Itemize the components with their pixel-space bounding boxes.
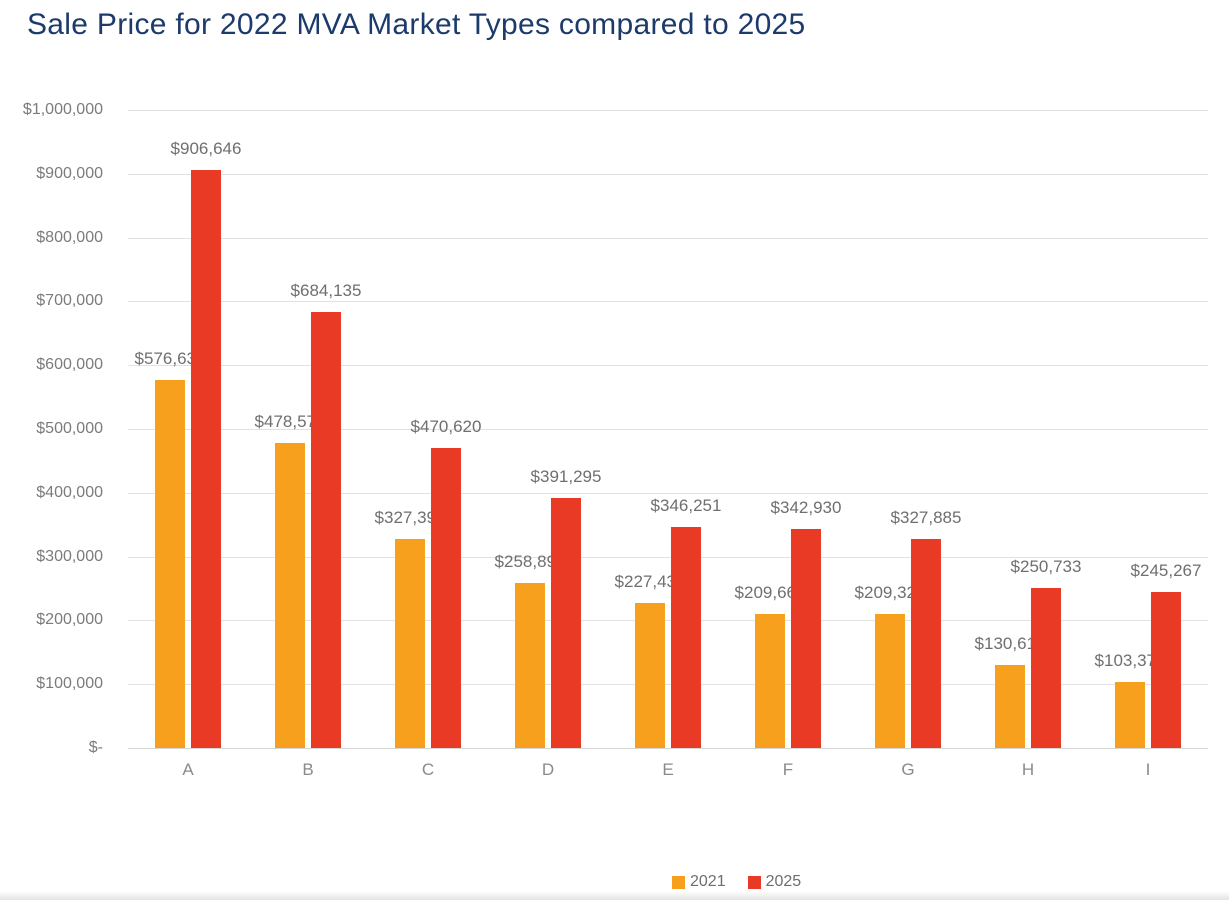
y-axis-tick-label: $100,000 <box>36 675 103 692</box>
gridline <box>128 620 1208 621</box>
x-axis-label: H <box>1021 760 1035 779</box>
bar-2021-D <box>515 583 545 748</box>
data-label-2021-G: $209,328 <box>854 583 926 602</box>
y-axis-tick-label: $300,000 <box>36 548 103 565</box>
data-label-2021-H: $130,615 <box>974 634 1046 653</box>
data-label-2025-D: $391,295 <box>530 467 602 486</box>
x-axis-baseline <box>128 748 1208 749</box>
bar-2021-G <box>875 614 905 748</box>
data-label-2025-G: $327,885 <box>890 508 962 527</box>
bar-2021-E <box>635 603 665 748</box>
data-label-2025-C: $470,620 <box>410 417 482 436</box>
bar-2021-I <box>1115 682 1145 748</box>
data-label-2021-A: $576,635 <box>134 349 206 368</box>
gridline <box>128 238 1208 239</box>
x-axis-label: F <box>782 760 794 779</box>
legend-item-2025: 2025 <box>747 873 802 891</box>
y-axis-tick-label: $200,000 <box>36 611 103 628</box>
y-axis-tick-label: $600,000 <box>36 356 103 373</box>
y-axis-tick-label: $800,000 <box>36 229 103 246</box>
x-axis-label: C <box>421 760 435 779</box>
gridline <box>128 493 1208 494</box>
x-axis-label: I <box>1145 760 1151 779</box>
data-label-2025-E: $346,251 <box>650 496 722 515</box>
data-label-2021-E: $227,432 <box>614 572 686 591</box>
bottom-fade-divider <box>0 891 1229 900</box>
bar-2025-D <box>551 498 581 748</box>
y-axis-tick-label: $900,000 <box>36 165 103 182</box>
y-axis-tick-label: $500,000 <box>36 420 103 437</box>
data-label-2025-H: $250,733 <box>1010 557 1082 576</box>
legend-label-2025: 2025 <box>765 873 802 890</box>
gridline <box>128 429 1208 430</box>
x-axis-label: B <box>302 760 314 779</box>
bar-2025-H <box>1031 588 1061 748</box>
legend-swatch-2025 <box>747 875 761 889</box>
y-axis-tick-label: $- <box>88 739 103 756</box>
gridline <box>128 110 1208 111</box>
bar-2025-B <box>311 312 341 748</box>
gridline <box>128 301 1208 302</box>
data-label-2025-B: $684,135 <box>290 281 362 300</box>
y-axis-tick-label: $700,000 <box>36 292 103 309</box>
x-axis-label: G <box>901 760 915 779</box>
gridline <box>128 684 1208 685</box>
data-label-2021-F: $209,668 <box>734 583 806 602</box>
legend-item-2021: 2021 <box>672 873 726 891</box>
bar-2021-A <box>155 380 185 748</box>
bar-2025-G <box>911 539 941 748</box>
bar-2025-F <box>791 529 821 748</box>
chart-title: Sale Price for 2022 MVA Market Types com… <box>27 8 806 41</box>
data-label-2025-F: $342,930 <box>770 498 842 517</box>
gridline <box>128 557 1208 558</box>
bar-2025-C <box>431 448 461 748</box>
y-axis-tick-label: $400,000 <box>36 484 103 501</box>
bar-2025-A <box>191 170 221 748</box>
data-label-2021-B: $478,570 <box>254 412 326 431</box>
bar-2025-E <box>671 527 701 748</box>
data-label-2021-I: $103,375 <box>1094 651 1166 670</box>
gridline <box>128 174 1208 175</box>
bar-2025-I <box>1151 592 1181 748</box>
legend-swatch-2021 <box>672 875 685 889</box>
bar-2021-F <box>755 614 785 748</box>
bar-2021-B <box>275 443 305 748</box>
x-axis-label: A <box>182 760 194 779</box>
gridline <box>128 365 1208 366</box>
legend-label-2021: 2021 <box>690 873 726 890</box>
bar-2021-C <box>395 539 425 748</box>
x-axis-label: E <box>662 760 674 779</box>
y-axis-tick-label: $1,000,000 <box>22 101 103 118</box>
data-label-2025-A: $906,646 <box>170 139 242 158</box>
chart-legend: 2021 2025 <box>672 873 801 891</box>
bar-2021-H <box>995 665 1025 748</box>
data-label-2021-D: $258,893 <box>494 552 566 571</box>
data-label-2021-C: $327,392 <box>374 508 446 527</box>
data-label-2025-I: $245,267 <box>1130 561 1202 580</box>
x-axis-label: D <box>541 760 555 779</box>
